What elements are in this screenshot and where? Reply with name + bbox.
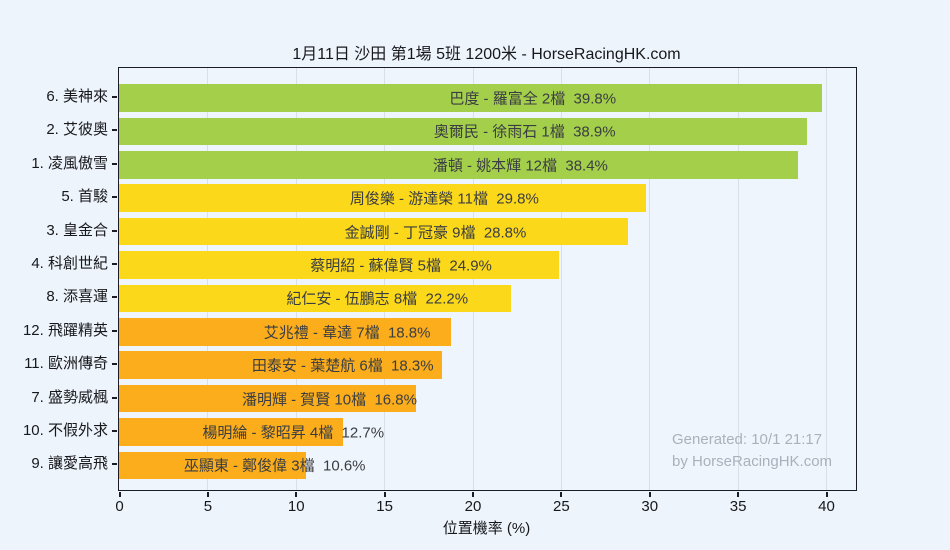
probability-bar: [119, 384, 416, 413]
bar-label: 紀仁安 - 伍鵬志 8檔 22.2%: [286, 290, 469, 308]
bar-label: 巫顯東 - 鄭俊偉 3檔 10.6%: [183, 457, 366, 475]
x-tick-mark: [560, 492, 563, 497]
probability-bar: [119, 318, 452, 346]
gridline-15: [384, 68, 386, 490]
y-tick-mark: [112, 430, 117, 432]
bar-label: 田泰安 - 葉楚航 6檔 18.3%: [251, 357, 434, 375]
x-tick-mark: [206, 492, 209, 497]
y-tick-mark: [112, 263, 117, 265]
y-tick-label: 1. 凌風傲雪: [31, 154, 108, 172]
x-tick-label: 0: [115, 498, 124, 515]
bar-label: 蔡明紹 - 蘇偉賢 5檔 24.9%: [310, 257, 492, 275]
x-tick-mark: [118, 492, 121, 497]
x-tick-label: 15: [376, 498, 393, 515]
probability-bar: [119, 284, 512, 313]
y-tick-mark: [112, 463, 117, 466]
y-tick-mark: [112, 162, 117, 165]
y-tick-mark: [112, 196, 117, 199]
probability-bar: [119, 217, 629, 246]
y-tick-label: 6. 美神來: [46, 88, 108, 105]
gridline-10: [295, 68, 297, 490]
y-tick-mark: [112, 229, 117, 232]
y-tick-mark: [112, 96, 117, 98]
gridline-5: [207, 68, 209, 490]
y-tick-label: 4. 科創世紀: [31, 255, 108, 272]
bar-label: 周俊樂 - 游達榮 11檔 29.8%: [349, 190, 539, 208]
bar-label: 潘頓 - 姚本輝 12檔 38.4%: [432, 157, 608, 175]
x-tick-mark: [295, 492, 298, 497]
gridline-40: [826, 68, 827, 490]
watermark: Generated: 10/1 21:17 by HorseRacingHK.c…: [672, 429, 832, 473]
x-tick-label: 30: [641, 498, 659, 515]
probability-bar: [119, 251, 560, 279]
y-tick-label: 2. 艾彼奧: [46, 121, 108, 139]
x-tick-label: 25: [553, 498, 570, 515]
x-tick-mark: [825, 492, 828, 497]
gridline-20: [472, 68, 474, 490]
y-tick-label: 12. 飛躍精英: [22, 321, 108, 339]
y-tick-mark: [112, 396, 117, 399]
watermark-line2: by HorseRacingHK.com: [672, 453, 833, 470]
x-tick-label: 35: [729, 498, 747, 515]
y-tick-label: 9. 讓愛高飛: [31, 455, 108, 473]
y-tick-mark: [112, 329, 117, 332]
probability-bar: [119, 84, 823, 112]
chart-title: 1月11日 沙田 第1場 5班 1200米 - HorseRacingHK.co…: [292, 46, 681, 63]
y-tick-label: 10. 不假外求: [22, 422, 108, 439]
x-axis-label: 位置機率 (%): [442, 520, 531, 537]
probability-bar: [119, 351, 443, 379]
gridline-25: [560, 68, 562, 490]
y-tick-label: 8. 添喜運: [46, 288, 108, 306]
y-tick-mark: [112, 129, 117, 132]
gridline-30: [649, 68, 651, 490]
probability-bar: [119, 184, 646, 212]
bar-label: 楊明綸 - 黎昭昇 4檔 12.7%: [202, 424, 385, 442]
y-tick-label: 3. 皇金合: [46, 221, 108, 239]
x-tick-mark: [472, 492, 474, 497]
y-tick-mark: [112, 296, 117, 299]
probability-bar: [119, 151, 798, 179]
watermark-line1: Generated: 10/1 21:17: [672, 431, 823, 448]
bar-label: 金誠剛 - 丁冠豪 9檔 28.8%: [344, 224, 527, 242]
x-tick-mark: [383, 492, 386, 497]
bar-label: 潘明輝 - 賀賢 10檔 16.8%: [241, 391, 417, 409]
bar-label: 巴度 - 羅富全 2檔 39.8%: [449, 90, 617, 108]
x-tick-mark: [737, 492, 740, 497]
x-tick-label: 20: [464, 498, 482, 515]
plot-area: 巴度 - 羅富全 2檔 39.8% 奧爾民 - 徐雨石 1檔 38.9% 潘頓 - …: [118, 67, 857, 491]
x-tick-label: 5: [203, 498, 213, 515]
y-tick-mark: [112, 363, 117, 366]
bar-label: 奧爾民 - 徐雨石 1檔 38.9%: [433, 123, 616, 141]
probability-bar: [119, 418, 344, 446]
y-tick-label: 7. 盛勢威楓: [31, 388, 108, 406]
x-tick-label: 10: [287, 498, 305, 515]
probability-bar: [119, 451, 307, 480]
y-tick-label: 5. 首駿: [61, 188, 108, 206]
x-tick-mark: [648, 492, 651, 497]
probability-bar: [119, 117, 807, 146]
x-tick-label: 40: [818, 498, 835, 515]
gridline-35: [737, 68, 739, 490]
y-tick-label: 11. 歐洲傳奇: [24, 355, 108, 373]
bar-label: 艾兆禮 - 韋達 7檔 18.8%: [263, 324, 431, 342]
